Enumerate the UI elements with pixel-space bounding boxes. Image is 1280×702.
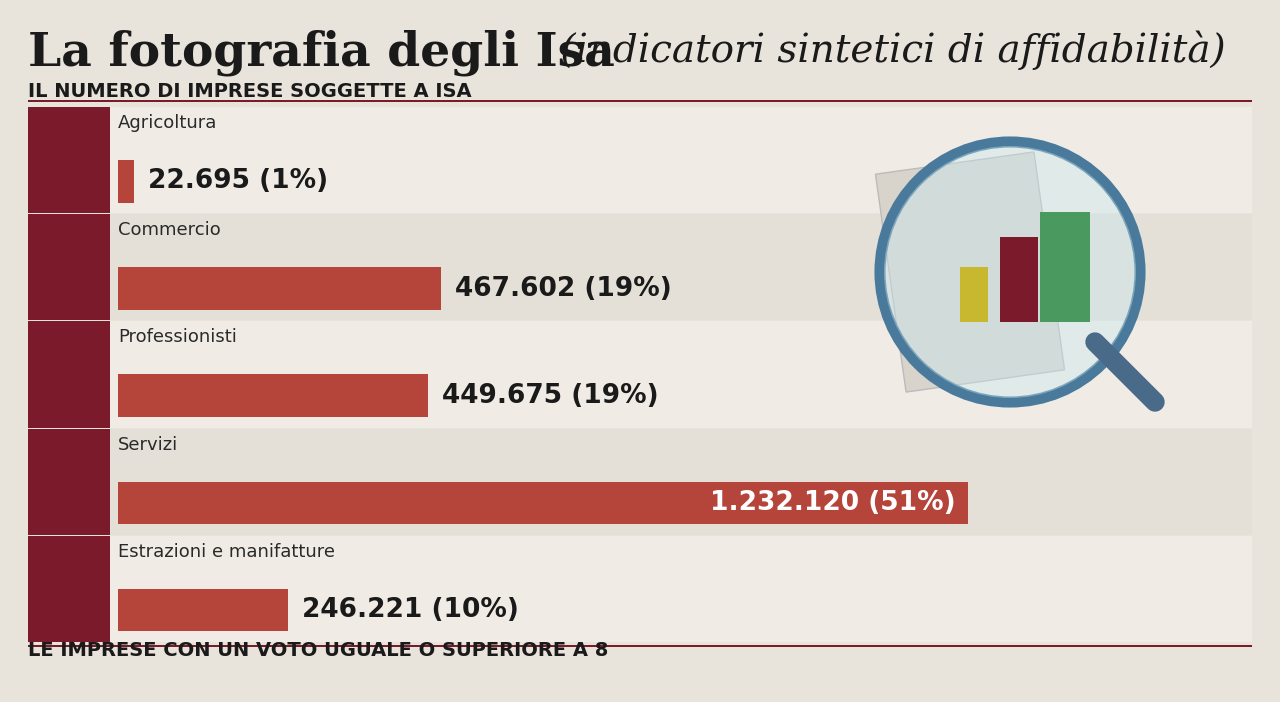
Bar (118, 589, 288, 631)
Circle shape (884, 146, 1137, 398)
Text: 246.221 (10%): 246.221 (10%) (302, 597, 518, 623)
Bar (28, 644, 1252, 647)
Bar (28, 322, 1252, 428)
Text: Professionisti: Professionisti (118, 329, 237, 346)
Bar (1000, 237, 1038, 322)
Text: 1.232.120 (51%): 1.232.120 (51%) (710, 490, 956, 516)
Bar (28, 536, 110, 642)
Bar (876, 152, 1065, 392)
Bar (28, 429, 1252, 535)
Text: LE IMPRESE CON UN VOTO UGUALE O SUPERIORE A 8: LE IMPRESE CON UN VOTO UGUALE O SUPERIOR… (28, 641, 608, 660)
Text: IL NUMERO DI IMPRESE SOGGETTE A ISA: IL NUMERO DI IMPRESE SOGGETTE A ISA (28, 82, 471, 101)
Bar (28, 100, 1252, 102)
Text: 22.695 (1%): 22.695 (1%) (147, 168, 328, 194)
Bar (28, 214, 110, 320)
Text: 449.675 (19%): 449.675 (19%) (442, 383, 659, 409)
Bar (28, 536, 1252, 642)
Text: (indicatori sintetici di affidabilità): (indicatori sintetici di affidabilità) (548, 30, 1226, 69)
Bar (28, 429, 110, 535)
Bar (960, 267, 988, 322)
Text: Servizi: Servizi (118, 436, 178, 453)
Bar (28, 322, 110, 428)
Text: Commercio: Commercio (118, 221, 220, 239)
Text: La fotografia degli Isa: La fotografia degli Isa (28, 30, 614, 77)
Bar (1039, 212, 1091, 322)
Text: Agricoltura: Agricoltura (118, 114, 218, 132)
Bar (28, 107, 1252, 213)
Bar (118, 160, 133, 203)
Bar (118, 267, 440, 310)
Text: 467.602 (19%): 467.602 (19%) (454, 276, 671, 302)
Text: Estrazioni e manifatture: Estrazioni e manifatture (118, 543, 335, 561)
Bar (28, 107, 110, 213)
Bar (118, 482, 968, 524)
Bar (28, 214, 1252, 320)
Bar (118, 374, 429, 417)
